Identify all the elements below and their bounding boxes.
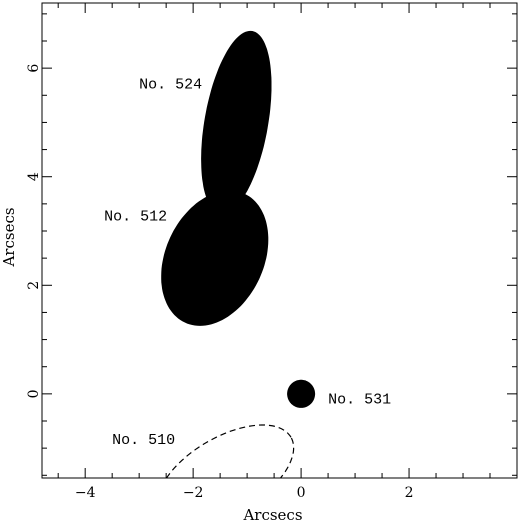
source-512-ellipse xyxy=(161,190,269,326)
sources xyxy=(161,30,316,478)
y-tick-label: 0 xyxy=(26,389,42,398)
source-512-label: No. 512 xyxy=(104,208,167,225)
y-tick-label: 6 xyxy=(26,64,42,73)
y-tick-label: 2 xyxy=(26,281,42,290)
source-labels: No. 524 No. 512 No. 531 No. 510 xyxy=(104,76,391,449)
source-524-label: No. 524 xyxy=(139,76,202,93)
ticks: −4 −2 0 2 0 2 4 6 xyxy=(26,3,518,501)
source-531-ellipse xyxy=(287,379,316,408)
source-524-ellipse xyxy=(201,30,272,215)
y-axis-label: Arcsecs xyxy=(0,207,18,267)
plot-frame xyxy=(41,2,518,479)
y-tick-label: 4 xyxy=(26,172,42,181)
source-531-label: No. 531 xyxy=(328,391,391,408)
source-510-label: No. 510 xyxy=(112,432,175,449)
x-tick-label: 0 xyxy=(297,485,306,501)
x-tick-label: 2 xyxy=(405,485,414,501)
x-tick-label: −4 xyxy=(75,485,96,501)
x-tick-label: −2 xyxy=(183,485,204,501)
x-axis-label: Arcsecs xyxy=(242,506,302,524)
source-510-ellipse xyxy=(165,424,295,478)
